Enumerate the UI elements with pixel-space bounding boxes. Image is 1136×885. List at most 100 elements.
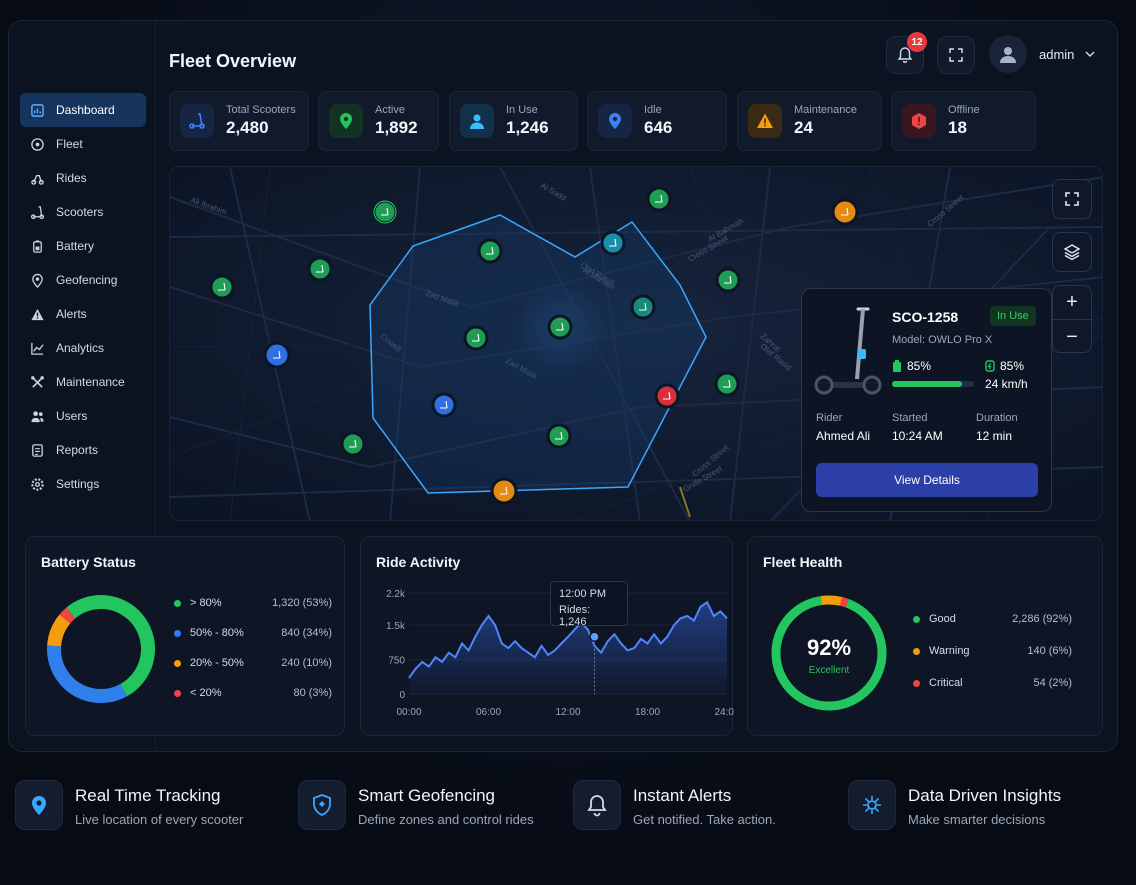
legend-label: 50% - 80%: [190, 627, 244, 639]
view-details-button[interactable]: View Details: [816, 463, 1038, 497]
donut-segment-2[interactable]: [44, 592, 158, 706]
battery-status-panel: Battery Status > 80% 1,320 (53%) 50% - 8…: [25, 536, 345, 736]
scooter-marker-active[interactable]: [477, 238, 503, 264]
scooter-marker-active[interactable]: [209, 274, 235, 300]
sidebar-item-alerts[interactable]: Alerts: [20, 297, 146, 331]
legend-value: 840 (34%): [281, 627, 332, 639]
scooter-marker-active[interactable]: [547, 314, 573, 340]
scooter-marker-maintenance[interactable]: [490, 477, 518, 505]
scooter-marker-active[interactable]: [372, 199, 398, 225]
notifications-button[interactable]: 12: [886, 32, 927, 74]
x-tick-label: 24:00: [714, 707, 734, 718]
sidebar-item-geofencing[interactable]: Geofencing: [20, 263, 146, 297]
legend-label: < 20%: [190, 687, 222, 699]
stat-card-in-use[interactable]: In Use 1,246: [449, 91, 578, 151]
scooter-markers[interactable]: [209, 186, 859, 505]
fullscreen-button[interactable]: [937, 36, 975, 74]
stat-card-offline[interactable]: Offline 18: [891, 91, 1036, 151]
x-tick-label: 18:00: [635, 707, 660, 718]
scooter-marker-active[interactable]: [340, 431, 366, 457]
sidebar-item-label: Analytics: [56, 341, 105, 355]
battery-icon: [893, 360, 901, 372]
scooter-marker-active[interactable]: [546, 423, 572, 449]
scooter-marker-active[interactable]: [463, 325, 489, 351]
brain-icon: [848, 780, 896, 830]
user-menu[interactable]: admin: [989, 35, 1096, 73]
stat-card-active[interactable]: Active 1,892: [318, 91, 439, 151]
sidebar-item-dashboard[interactable]: Dashboard: [20, 93, 146, 127]
map-layers-button[interactable]: [1052, 232, 1092, 272]
x-tick-label: 00:00: [396, 707, 421, 718]
user-icon: [1000, 47, 1016, 63]
stat-card-total-scooters[interactable]: Total Scooters 2,480: [169, 91, 309, 151]
bell-icon: [573, 780, 621, 830]
map-fullscreen-button[interactable]: [1052, 179, 1092, 219]
scooter-marker-idle[interactable]: [263, 341, 291, 369]
legend-dot: [913, 615, 920, 623]
zoom-in-button[interactable]: +: [1053, 286, 1091, 320]
donut-segment-0[interactable]: [44, 592, 158, 706]
stat-value: 2,480: [226, 118, 269, 137]
user-name: admin: [1039, 46, 1075, 62]
stat-label: Offline: [948, 104, 980, 116]
chevron-down-icon: [1085, 51, 1095, 58]
scooter-marker-active[interactable]: [714, 371, 740, 397]
sidebar-item-reports[interactable]: Reports: [20, 433, 146, 467]
feature-title: Data Driven Insights: [908, 786, 1062, 805]
sidebar-item-battery[interactable]: Battery: [20, 229, 146, 263]
donut-segment-0[interactable]: [768, 592, 890, 714]
user-icon: [460, 104, 494, 138]
fullscreen-icon: [1065, 192, 1079, 206]
feature-subtitle: Live location of every scooter: [75, 812, 244, 827]
scooter-marker-offline[interactable]: [654, 383, 680, 409]
sidebar-item-fleet[interactable]: Fleet: [20, 127, 146, 161]
offline-icon: [902, 104, 936, 138]
x-tick-label: 06:00: [476, 707, 501, 718]
scooter-marker-active[interactable]: [646, 186, 672, 212]
fleet-map[interactable]: Al Sadd Ali Ibrahim Zad Malik Cowell Al …: [169, 166, 1103, 521]
layers-icon: [1063, 244, 1081, 261]
scooter-marker-maintenance[interactable]: [831, 198, 859, 226]
bell-icon: [897, 47, 913, 63]
page-title: Fleet Overview: [169, 51, 297, 71]
map-highlight-road: [679, 486, 691, 518]
users-icon: [29, 408, 45, 424]
stat-label: Total Scooters: [226, 104, 296, 116]
stat-card-maintenance[interactable]: Maintenance 24: [737, 91, 882, 151]
scooter-marker-active[interactable]: [715, 267, 741, 293]
feature-real-time-tracking: Real Time Tracking Live location of every…: [15, 780, 243, 830]
scooter-detail-popup: SCO-1258 In Use Model: OWLO Pro X 85% 85…: [801, 288, 1052, 512]
ride-activity-chart[interactable]: 2.2k 1.5k 750 0 00:00 06:00 12:00 18:00 24:00: [361, 577, 734, 732]
series-line[interactable]: [408, 600, 728, 679]
duration-value: 12 min: [976, 429, 1013, 443]
analytics-icon: [29, 340, 45, 356]
charge-icon: [985, 360, 995, 372]
legend-item: Critical: [913, 677, 963, 689]
zoom-out-button[interactable]: −: [1066, 325, 1078, 348]
series-area: [409, 602, 727, 694]
donut-segment-3[interactable]: [44, 592, 158, 706]
sidebar-item-maintenance[interactable]: Maintenance: [20, 365, 146, 399]
stat-value: 646: [644, 118, 673, 137]
scooter-marker-idle[interactable]: [431, 392, 457, 418]
signal-value: 85%: [1000, 359, 1025, 373]
scooter-marker-in-use[interactable]: [600, 230, 626, 256]
sidebar-item-rides[interactable]: Rides: [20, 161, 146, 195]
scooter-marker-active[interactable]: [307, 256, 333, 282]
donut-segment-1[interactable]: [44, 592, 158, 706]
stat-label: Maintenance: [794, 104, 857, 116]
scooter-marker-in-use[interactable]: [630, 294, 656, 320]
sidebar-item-label: Maintenance: [56, 375, 125, 389]
scooter-icon: [180, 104, 214, 138]
hover-point[interactable]: [589, 631, 600, 643]
sidebar-item-label: Dashboard: [56, 103, 115, 117]
sidebar-item-analytics[interactable]: Analytics: [20, 331, 146, 365]
stat-card-idle[interactable]: Idle 646: [587, 91, 727, 151]
feature-subtitle: Make smarter decisions: [908, 812, 1046, 827]
sidebar-item-scooters[interactable]: Scooters: [20, 195, 146, 229]
sidebar-item-settings[interactable]: Settings: [20, 467, 146, 501]
legend-value: 1,320 (53%): [272, 597, 332, 609]
sidebar-item-users[interactable]: Users: [20, 399, 146, 433]
gear-icon: [29, 476, 45, 492]
y-tick-label: 0: [399, 690, 405, 701]
